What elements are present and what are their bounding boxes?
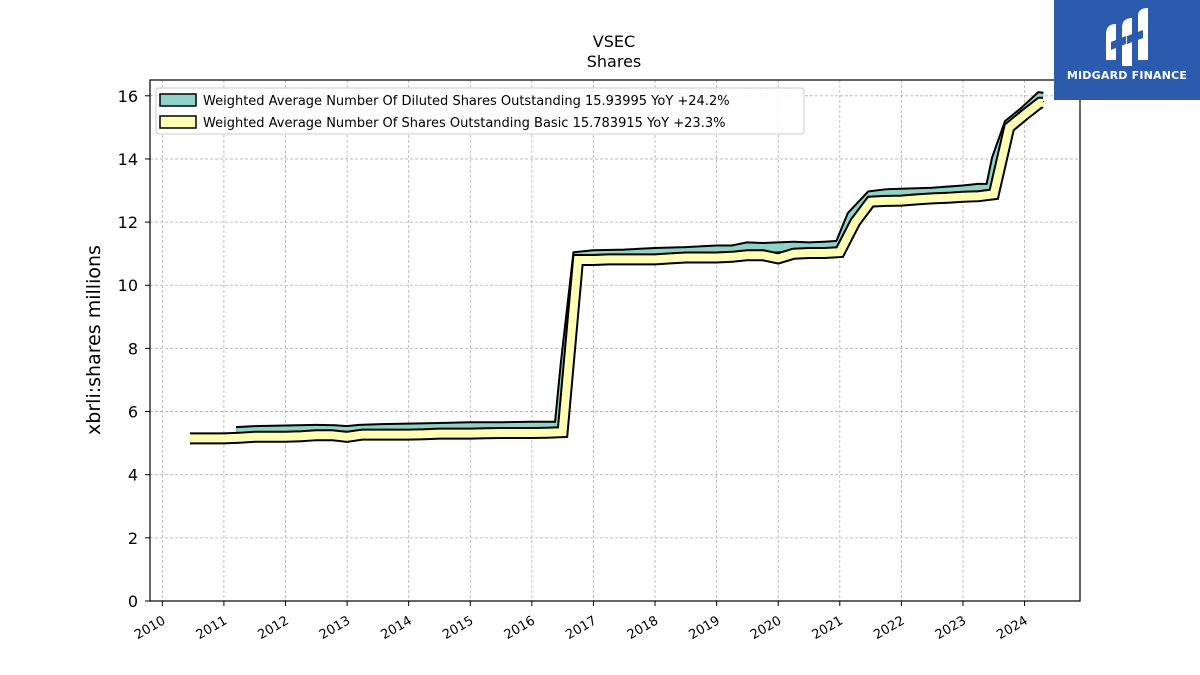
x-tick-label: 2022 xyxy=(871,613,907,643)
x-tick-label: 2024 xyxy=(994,613,1030,643)
y-tick-label: 0 xyxy=(128,592,138,611)
y-tick-label: 2 xyxy=(128,529,138,548)
x-tick-label: 2019 xyxy=(686,613,722,643)
chart-subtitle: Shares xyxy=(587,52,642,71)
x-tick-label: 2017 xyxy=(563,613,599,643)
y-tick-label: 12 xyxy=(118,213,138,232)
y-tick-label: 14 xyxy=(118,150,138,169)
y-axis: 0 2 4 6 8 10 12 14 16 xyxy=(118,87,150,611)
legend-swatch xyxy=(159,93,197,107)
series-area xyxy=(190,91,1045,445)
legend-box xyxy=(155,87,805,135)
legend: Weighted Average Number Of Diluted Share… xyxy=(155,87,805,135)
legend-label: Weighted Average Number Of Shares Outsta… xyxy=(203,116,725,131)
x-tick-label: 2011 xyxy=(194,613,230,643)
chart-title: VSEC xyxy=(593,32,635,51)
x-tick-label: 2012 xyxy=(255,613,291,643)
plot-frame xyxy=(149,79,1081,602)
legend-label: Weighted Average Number Of Diluted Share… xyxy=(203,94,730,109)
x-tick-label: 2018 xyxy=(625,613,661,643)
y-axis-label: xbrli:shares millions xyxy=(83,245,105,435)
x-tick-label: 2016 xyxy=(502,613,538,643)
x-tick-label: 2020 xyxy=(748,613,784,643)
x-tick-label: 2013 xyxy=(317,613,353,643)
y-tick-label: 8 xyxy=(128,339,138,358)
brand-logo: MIDGARD FINANCE xyxy=(1054,0,1200,100)
grid xyxy=(150,80,1080,602)
brand-name: MIDGARD FINANCE xyxy=(1066,69,1188,82)
y-tick-label: 16 xyxy=(118,87,138,106)
x-axis: 2010 2011 2012 2013 2014 2015 2016 2017 2018 2019… xyxy=(132,601,1031,643)
x-tick-label: 2015 xyxy=(440,613,476,643)
y-tick-label: 4 xyxy=(128,466,138,485)
legend-swatch xyxy=(159,115,197,129)
y-tick-label: 6 xyxy=(128,403,138,422)
midgard-logo-icon xyxy=(1106,8,1148,66)
series-line-2 xyxy=(190,98,1043,443)
x-tick-label: 2023 xyxy=(933,613,969,643)
y-tick-label: 10 xyxy=(118,276,138,295)
x-tick-label: 2010 xyxy=(132,613,168,643)
x-tick-label: 2021 xyxy=(810,613,846,643)
series-outline-2 xyxy=(190,96,1044,445)
x-tick-label: 2014 xyxy=(379,613,415,643)
